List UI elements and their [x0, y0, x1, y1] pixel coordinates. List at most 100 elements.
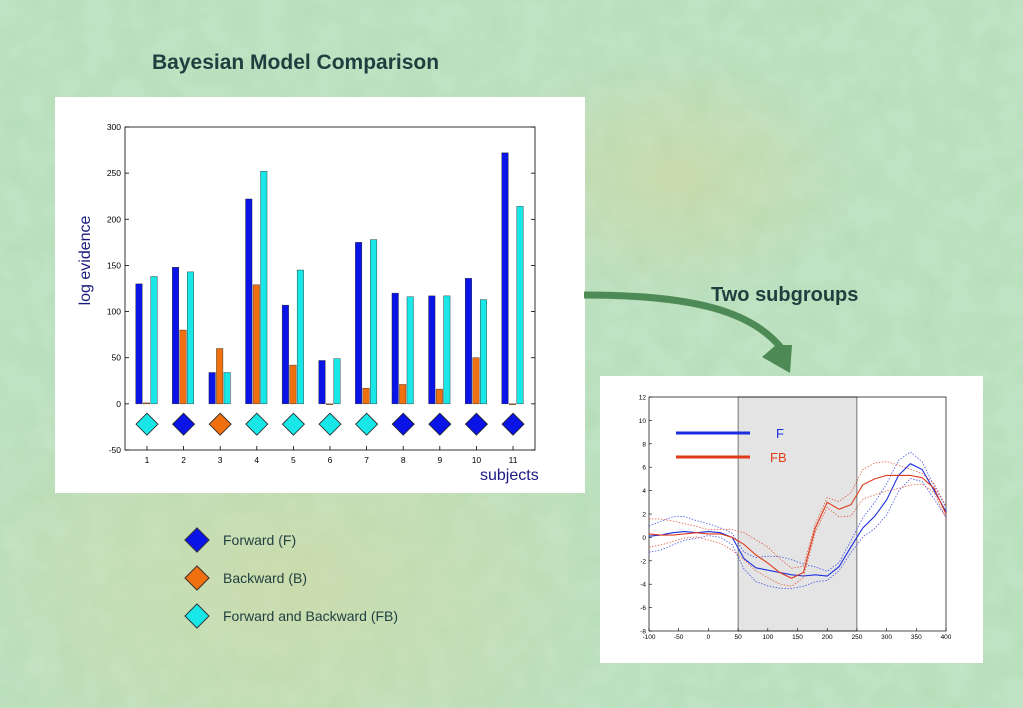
x-tick-label: 10	[472, 455, 482, 465]
y-tick-label: 300	[107, 122, 121, 132]
bar-forward	[245, 198, 253, 405]
legend-item: Backward (B)	[184, 565, 307, 591]
y-tick-label: 50	[112, 353, 122, 363]
diamond-icon	[184, 565, 210, 591]
bar-backward	[435, 388, 443, 405]
bar-backward	[472, 357, 480, 405]
bar-forward-backward	[150, 276, 158, 405]
legend-item: Forward (F)	[184, 527, 296, 553]
y-tick-label: 100	[107, 307, 121, 317]
legend-label: Forward (F)	[223, 532, 297, 548]
bar-forward	[281, 304, 289, 405]
x-axis-label: subjects	[480, 467, 539, 484]
y-tick-label: 4	[642, 488, 646, 495]
best-model-diamond	[135, 412, 159, 436]
bar-chart-panel: -50 0 50 100 150 200 250 300 1 2 3 4 5 6 7 8 9 10 11 subjec…	[55, 97, 585, 493]
bar-backward	[143, 402, 150, 405]
x-tick-label: 400	[941, 634, 952, 641]
best-model-diamond	[208, 412, 232, 436]
bar-forward	[464, 278, 472, 405]
y-tick-label: -6	[640, 605, 646, 612]
bar-forward-backward	[187, 271, 195, 405]
bar-forward	[428, 295, 436, 405]
bar-backward	[252, 284, 260, 405]
y-tick-label: -4	[640, 582, 646, 589]
shaded-interval	[737, 396, 858, 632]
best-model-diamond	[245, 412, 269, 436]
bar-backward	[289, 364, 297, 405]
y-tick-label: -2	[640, 558, 646, 565]
y-tick-label: 150	[107, 260, 121, 270]
bar-chart: -50 0 50 100 150 200 250 300 1 2 3 4 5 6 7 8 9 10 11 subjec…	[77, 122, 539, 484]
legend-label-fb: FB	[770, 450, 787, 465]
x-tick-label: 8	[401, 455, 406, 465]
y-tick-label: 0	[116, 399, 121, 409]
bar-forward	[391, 292, 399, 405]
legend-label: Forward and Backward (FB)	[223, 608, 399, 624]
best-model-diamond	[355, 412, 379, 436]
y-tick-label: 8	[642, 441, 646, 448]
legend-label-f: F	[776, 426, 784, 441]
bar-forward-backward	[516, 206, 524, 405]
best-model-diamond	[281, 412, 305, 436]
legend-label: Backward (B)	[223, 570, 308, 586]
y-axis-label: log evidence	[77, 215, 94, 305]
bar-forward-backward	[333, 358, 341, 405]
x-tick-label: 1	[145, 455, 150, 465]
diamond-icon	[184, 527, 210, 553]
arrow-icon	[583, 291, 792, 373]
waveform-chart: -8 -6 -4 -2 0 2 4 6 8 10 12 -100 -50 0 50 100 150 200 250 3…	[639, 395, 952, 642]
x-tick-label: -100	[642, 634, 655, 641]
x-tick-label: 200	[822, 634, 833, 641]
y-tick-label: 2	[642, 512, 646, 519]
best-model-diamond	[464, 412, 488, 436]
y-tick-label: 12	[639, 395, 647, 402]
slide-title: Bayesian Model Comparison	[152, 51, 440, 74]
bar-backward	[326, 403, 333, 405]
subgroups-label: Two subgroups	[711, 284, 859, 306]
y-tick-label: -8	[640, 629, 646, 636]
confidence-bound-lower	[648, 483, 947, 587]
x-tick-label: 5	[291, 455, 296, 465]
y-tick-label: 0	[642, 535, 646, 542]
bar-backward	[362, 387, 370, 405]
y-tick-label: 10	[639, 418, 647, 425]
bar-forward-backward	[479, 299, 487, 405]
x-tick-label: 0	[707, 634, 711, 641]
confidence-bound-upper	[648, 451, 947, 572]
confidence-bound-upper	[648, 461, 947, 569]
x-tick-label: 4	[254, 455, 259, 465]
bar-forward-backward	[260, 171, 268, 405]
confidence-bound-lower	[648, 478, 947, 589]
bar-forward-backward	[443, 295, 451, 405]
bar-backward	[509, 403, 516, 405]
y-tick-label: 250	[107, 168, 121, 178]
x-tick-label: 7	[364, 455, 369, 465]
x-tick-label: 50	[734, 634, 742, 641]
bar-backward	[179, 329, 187, 405]
bar-forward	[208, 372, 216, 405]
x-tick-label: 9	[437, 455, 442, 465]
bar-forward-backward	[406, 296, 414, 405]
y-tick-label: 6	[642, 465, 646, 472]
series-line-fb	[648, 474, 947, 579]
best-model-diamond	[501, 412, 525, 436]
x-tick-label: 3	[218, 455, 223, 465]
bar-forward	[135, 283, 143, 405]
bar-backward	[399, 384, 407, 405]
bar-backward	[216, 348, 224, 405]
x-tick-label: 100	[762, 634, 773, 641]
bar-forward	[172, 267, 180, 405]
bar-forward	[501, 152, 509, 405]
best-model-diamond	[428, 412, 452, 436]
x-tick-label: 6	[328, 455, 333, 465]
best-model-diamond	[391, 412, 415, 436]
bar-forward	[355, 242, 363, 405]
bar-forward	[318, 360, 326, 405]
x-tick-label: 250	[851, 634, 862, 641]
x-tick-label: 2	[181, 455, 186, 465]
y-tick-label: -50	[109, 445, 122, 455]
best-model-diamond	[318, 412, 342, 436]
diamond-icon	[184, 603, 210, 629]
bar-forward-backward	[370, 239, 378, 405]
